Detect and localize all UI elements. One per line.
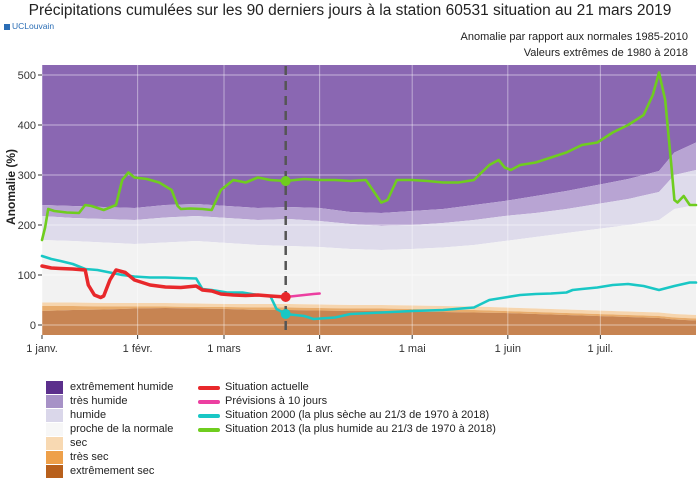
legend-band-label: extrêmement sec	[70, 465, 155, 477]
band-extremely-dry	[42, 308, 696, 335]
y-tick-label: 100	[18, 270, 36, 282]
legend-line-swatch	[198, 400, 220, 404]
x-tick-label: 1 juil.	[588, 343, 614, 355]
legend-band-swatch	[46, 395, 63, 408]
legend-line-label: Situation 2000 (la plus sèche au 21/3 de…	[225, 409, 490, 421]
band-wet	[42, 170, 696, 250]
legend-band-swatch	[46, 437, 63, 450]
logo-text: UCLouvain	[12, 21, 55, 31]
y-tick-label: 400	[18, 120, 36, 132]
chart-title: Précipitations cumulées sur les 90 derni…	[28, 2, 672, 19]
legend-band-swatch	[46, 423, 63, 436]
university-logo: UCLouvain	[4, 21, 54, 31]
legend-band-label: proche de la normale	[70, 423, 174, 435]
legend-band-label: très sec	[70, 451, 109, 463]
x-tick-label: 1 juin	[495, 343, 521, 355]
logo-square-icon	[4, 23, 10, 30]
series-current-line	[40, 264, 288, 300]
y-tick-label: 0	[30, 320, 36, 332]
y-axis-label: Anomalie (%)	[4, 149, 18, 225]
y-tick-label: 500	[18, 70, 36, 82]
x-tick-label: 1 mai	[399, 343, 426, 355]
grid-lines	[41, 60, 696, 335]
legend-line-label: Situation actuelle	[225, 381, 309, 393]
band-extremely-wet	[42, 65, 696, 213]
x-tick-label: 1 févr.	[123, 343, 153, 355]
legend-line-swatch	[198, 428, 220, 432]
band-dry	[42, 302, 696, 319]
series-2013-point	[280, 176, 291, 186]
band-very-wet	[42, 142, 696, 226]
axes: 0 100 200 300 400 500 1 janv. 1 févr. 1 mars 1 av…	[18, 70, 614, 355]
legend-band-label: sec	[70, 437, 88, 449]
band-very-dry	[42, 306, 696, 321]
series-2013-line	[40, 71, 698, 242]
precipitation-anomaly-chart: 0 100 200 300 400 500 1 janv. 1 févr. 1 mars 1 av…	[4, 60, 698, 355]
legend-band-swatch	[46, 465, 63, 478]
legend-band-swatch	[46, 381, 63, 394]
x-tick-label: 1 avr.	[306, 343, 333, 355]
legend-line-swatch	[198, 414, 220, 418]
legend-band-swatch	[46, 409, 63, 422]
x-tick-label: 1 mars	[207, 343, 241, 355]
y-tick-label: 300	[18, 170, 36, 182]
legend-band-label: très humide	[70, 395, 128, 407]
legend-line-swatch	[198, 386, 220, 390]
legend-band-label: humide	[70, 409, 107, 421]
chart-subtitle-extremes: Valeurs extrêmes de 1980 à 2018	[523, 47, 688, 59]
legend-line-label: Situation 2013 (la plus humide au 21/3 d…	[225, 423, 496, 435]
y-tick-label: 200	[18, 220, 36, 232]
series-2000-point	[280, 309, 291, 319]
band-near-normal	[42, 205, 696, 315]
series-lines	[40, 71, 698, 321]
climatology-bands	[42, 60, 696, 335]
legend-line-label: Prévisions à 10 jours	[225, 395, 328, 407]
series-forecast-line	[284, 292, 321, 299]
chart-subtitle-normals: Anomalie par rapport aux normales 1985-2…	[460, 31, 688, 43]
x-tick-label: 1 janv.	[26, 343, 58, 355]
legend-band-swatch	[46, 451, 63, 464]
legend-band-label: extrêmement humide	[70, 381, 174, 393]
series-current-point	[280, 292, 291, 302]
